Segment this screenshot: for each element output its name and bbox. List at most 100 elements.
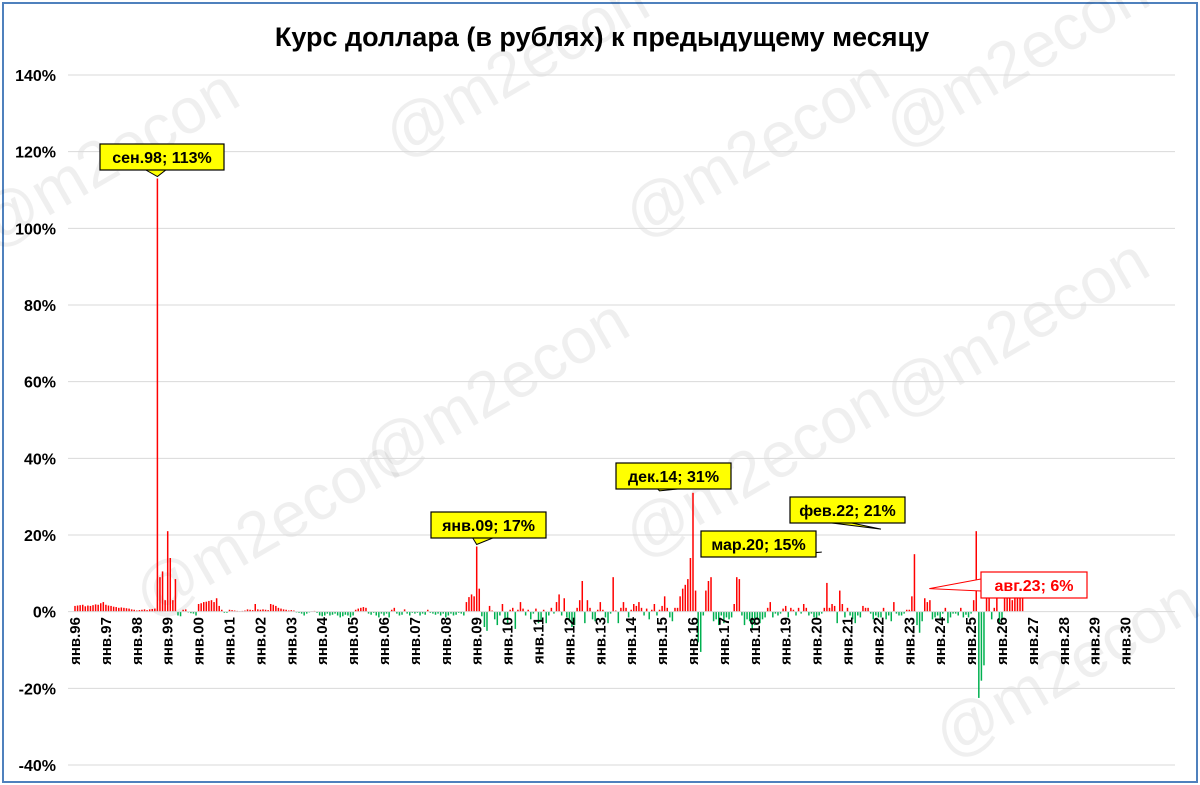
callout-label: дек.14; 31%: [628, 469, 719, 486]
bar: [334, 611, 336, 614]
bar: [115, 607, 117, 612]
x-tick-label: янв.09: [469, 617, 486, 665]
bar: [125, 608, 128, 612]
bar: [257, 609, 259, 612]
bar: [146, 610, 148, 612]
bar: [625, 607, 627, 612]
bar: [468, 597, 470, 612]
x-tick-label: янв.04: [314, 616, 331, 665]
bar: [491, 610, 493, 612]
bar: [102, 602, 105, 612]
bar: [733, 604, 735, 612]
bar: [427, 609, 429, 612]
bar: [651, 609, 653, 612]
bar: [432, 611, 434, 614]
bar: [674, 607, 676, 612]
bar: [903, 611, 905, 614]
bar: [118, 607, 120, 612]
bar: [475, 546, 478, 612]
bar: [841, 604, 844, 612]
bar: [599, 602, 602, 612]
x-tick-label: янв.28: [1056, 617, 1073, 665]
x-axis-ticks: янв.96 янв.97 янв.98 янв.99 янв.00 янв.01 янв.…: [67, 616, 1135, 665]
bar: [509, 609, 511, 612]
bar: [931, 611, 934, 620]
bar: [365, 607, 367, 612]
bar: [221, 609, 223, 612]
bar: [777, 611, 779, 616]
callout-label: сен.98; 113%: [112, 150, 212, 167]
bar: [203, 602, 205, 612]
bar: [689, 558, 692, 612]
bar: [1019, 588, 1021, 612]
bar: [810, 611, 813, 614]
bar: [205, 601, 208, 612]
bar: [913, 554, 916, 612]
bar: [233, 610, 236, 612]
bar: [972, 600, 975, 612]
y-tick-label: 0%: [33, 605, 56, 622]
x-tick-label: янв.18: [747, 617, 764, 665]
bar: [653, 604, 656, 612]
callout: авг.23; 6%: [929, 571, 1088, 599]
bar: [197, 604, 200, 612]
bar: [200, 603, 202, 612]
bar: [669, 611, 671, 618]
x-tick-label: янв.25: [963, 617, 980, 665]
bar: [627, 611, 630, 618]
bar: [936, 611, 939, 616]
bar: [473, 596, 475, 612]
bar: [228, 609, 231, 612]
bar: [318, 611, 321, 616]
x-tick-label: янв.02: [252, 617, 269, 665]
x-tick-label: янв.16: [685, 617, 702, 665]
bar: [720, 611, 723, 616]
chart-title: Курс доллара (в рублях) к предыдущему ме…: [274, 22, 930, 52]
gridlines: [68, 74, 1175, 766]
x-tick-label: янв.08: [438, 617, 455, 665]
bar: [947, 611, 949, 624]
bar: [331, 611, 334, 615]
y-tick-label: 20%: [24, 528, 56, 545]
bar: [854, 611, 856, 624]
bar: [633, 604, 635, 612]
bar: [828, 607, 831, 612]
bar: [164, 600, 166, 612]
bar: [380, 611, 383, 614]
bar: [558, 594, 560, 612]
x-tick-label: янв.00: [191, 617, 208, 665]
callout-box: [615, 462, 732, 490]
bar: [1008, 590, 1011, 612]
bar: [275, 605, 277, 612]
callouts: сен.98; 113% янв.09; 17% дек.14; 31% мар.20…: [99, 143, 1088, 599]
bar: [414, 611, 416, 614]
bar: [339, 611, 341, 618]
bar: [455, 611, 457, 615]
bar: [416, 611, 419, 613]
bar: [553, 611, 555, 614]
bar: [306, 611, 308, 614]
bar: [535, 608, 537, 612]
bar: [942, 611, 944, 614]
bar: [658, 609, 661, 612]
bar: [342, 611, 344, 617]
callout: фев.22; 21%: [789, 496, 906, 530]
bar: [694, 590, 697, 612]
callout-box: [700, 530, 817, 558]
bar: [808, 611, 810, 616]
x-tick-label: янв.05: [345, 617, 362, 665]
bar: [578, 600, 581, 612]
bar: [921, 611, 923, 622]
bar: [836, 611, 838, 624]
bar: [478, 588, 481, 612]
bar: [259, 609, 262, 612]
x-tick-label: янв.06: [376, 617, 393, 665]
bar: [133, 609, 135, 612]
bar: [805, 607, 808, 612]
bar: [555, 602, 558, 612]
bar: [954, 611, 957, 614]
bar: [712, 611, 715, 622]
bar: [354, 609, 357, 612]
bar: [790, 607, 792, 612]
y-tick-label: 140%: [15, 68, 56, 85]
